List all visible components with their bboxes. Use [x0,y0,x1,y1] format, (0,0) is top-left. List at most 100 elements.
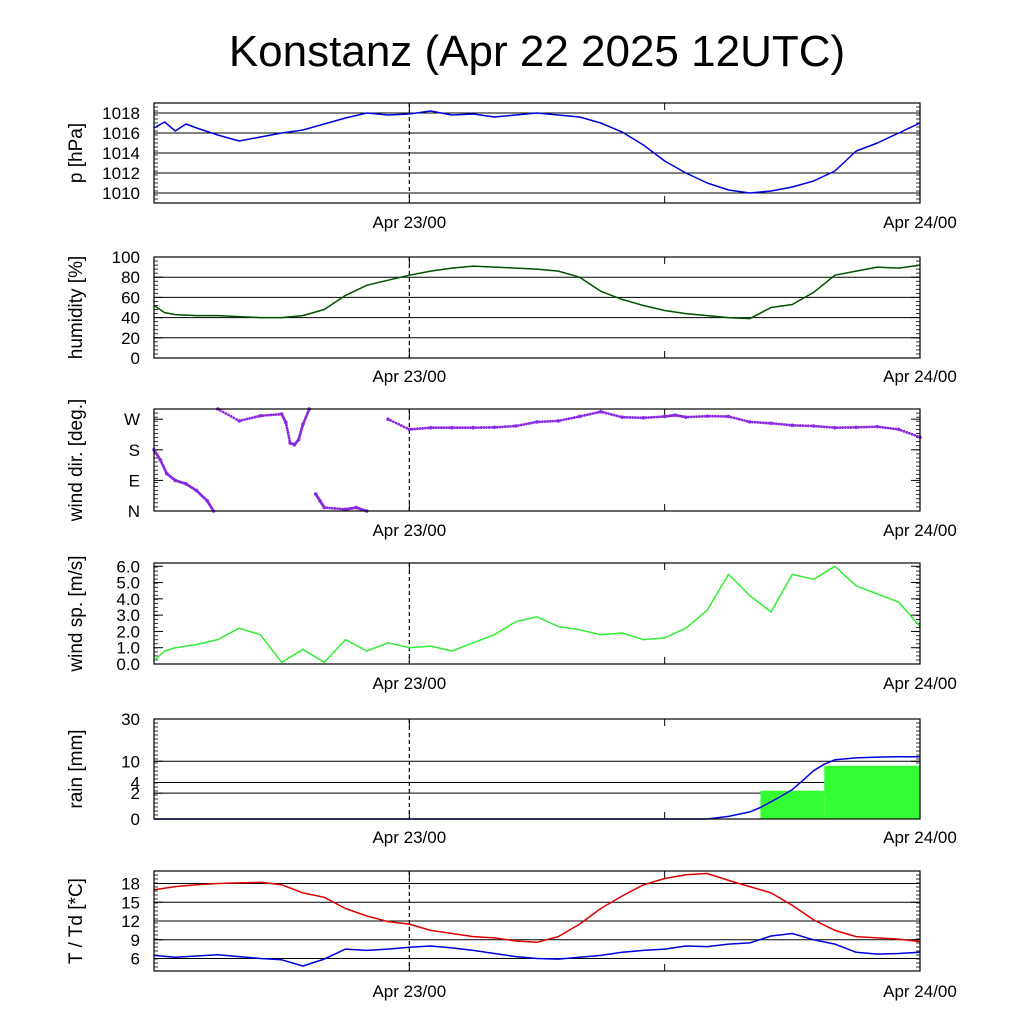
wind-dir-point [684,415,688,419]
wind-dir-point [870,425,874,429]
wind-dir-point [221,410,225,414]
wind-dir-point [881,425,885,429]
wind-dir-point [575,415,579,419]
wind-dir-point [546,420,550,423]
wind-dir-point [878,425,882,429]
wind-dir-point [639,416,643,420]
wind-dir-point [461,426,464,430]
wind-dir-point [407,427,412,432]
wind-dir-point [570,416,573,420]
series-line-0 [153,110,921,194]
wind-dir-point [902,429,906,433]
wind-dir-point [330,506,334,510]
series-line-1 [153,932,921,967]
wind-dir-point [844,426,847,429]
y-tick-label: E [129,471,140,490]
y-axis-label: rain [mm] [66,729,87,808]
y-tick-label: 12 [121,912,140,931]
wind-dir-point [415,427,419,431]
wind-dir-point [394,421,398,425]
y-tick-label: 3.0 [116,606,140,625]
wind-dir-point [641,416,646,420]
wind-dir-point [522,423,526,426]
series-line-0 [153,264,921,320]
wind-dir-point [232,416,236,420]
y-tick-label: 30 [121,710,140,729]
wind-dir-point [492,425,497,430]
wind-dir-point [811,424,816,428]
wind-dir-point [554,419,558,423]
wind-dir-point [806,424,810,428]
x-tick-label: Apr 24/00 [883,982,957,1001]
wind-dir-point [402,425,406,429]
series-line-0 [153,872,921,944]
wind-dir-point [708,414,712,418]
wind-dir-point [873,425,877,429]
wind-dir-point [258,414,263,418]
wind-dir-point [743,419,746,422]
wind-dir-point [413,427,417,431]
wind-dir-point [735,417,738,420]
wind-dir-point [442,426,446,430]
y-axis-label: T / Td [*C] [66,878,87,964]
wind-dir-point [495,425,499,429]
wind-dir-point [747,420,752,424]
wind-dir-point [737,417,741,421]
y-tick-label: 2 [131,784,140,803]
wind-dir-point [482,426,486,429]
wind-dir-point [607,412,611,416]
x-tick-label: Apr 24/00 [883,674,957,693]
wind-dir-point [634,416,637,419]
wind-dir-point [719,414,722,418]
wind-dir-point [580,414,584,418]
wind-dir-point [391,420,395,424]
wind-dir-point [243,418,246,422]
wind-dir-point [604,411,608,415]
wind-dir-point [809,424,813,428]
wind-dir-point [753,420,757,424]
wind-dir-point [716,414,720,418]
y-tick-label: 4.0 [116,590,140,609]
wind-dir-point [841,426,845,429]
wind-dir-point [836,426,839,430]
wind-dir-point [426,426,430,430]
wind-dir-point [695,415,698,419]
x-tick-label: Apr 23/00 [372,521,446,540]
wind-dir-point [431,426,435,430]
wind-dir-point [721,414,725,418]
wind-dir-point [503,425,507,429]
wind-dir-point [788,423,792,427]
wind-dir-point [860,425,863,429]
wind-dir-point [458,426,462,430]
wind-dir-point [513,424,518,428]
wind-dir-point [846,426,850,429]
y-tick-label: N [128,502,140,521]
y-tick-label: 1016 [102,124,140,143]
wind-dir-point [711,414,714,418]
wind-dir-point [814,424,818,428]
wind-dir-point [237,419,241,423]
wind-dir-point [817,425,821,428]
wind-dir-point [322,505,327,510]
wind-dir-point [652,415,656,419]
wind-dir-point [269,413,273,417]
wind-dir-point [886,426,890,430]
wind-dir-point [689,415,693,419]
wind-dir-point [822,425,826,429]
y-tick-label: 20 [121,329,140,348]
wind-dir-point [227,413,230,417]
y-tick-label: 60 [121,288,140,307]
wind-dir-point [266,413,270,417]
wind-dir-point [798,424,802,427]
wind-dir-point [405,426,409,430]
wind-dir-point [772,422,776,425]
wind-dir-point [620,415,624,419]
wind-dir-point [506,425,510,428]
wind-dir-point [892,427,895,431]
wind-dir-point [751,420,754,424]
wind-dir-point [591,412,595,415]
wind-dir-point [509,424,512,428]
wind-dir-point [445,426,448,430]
